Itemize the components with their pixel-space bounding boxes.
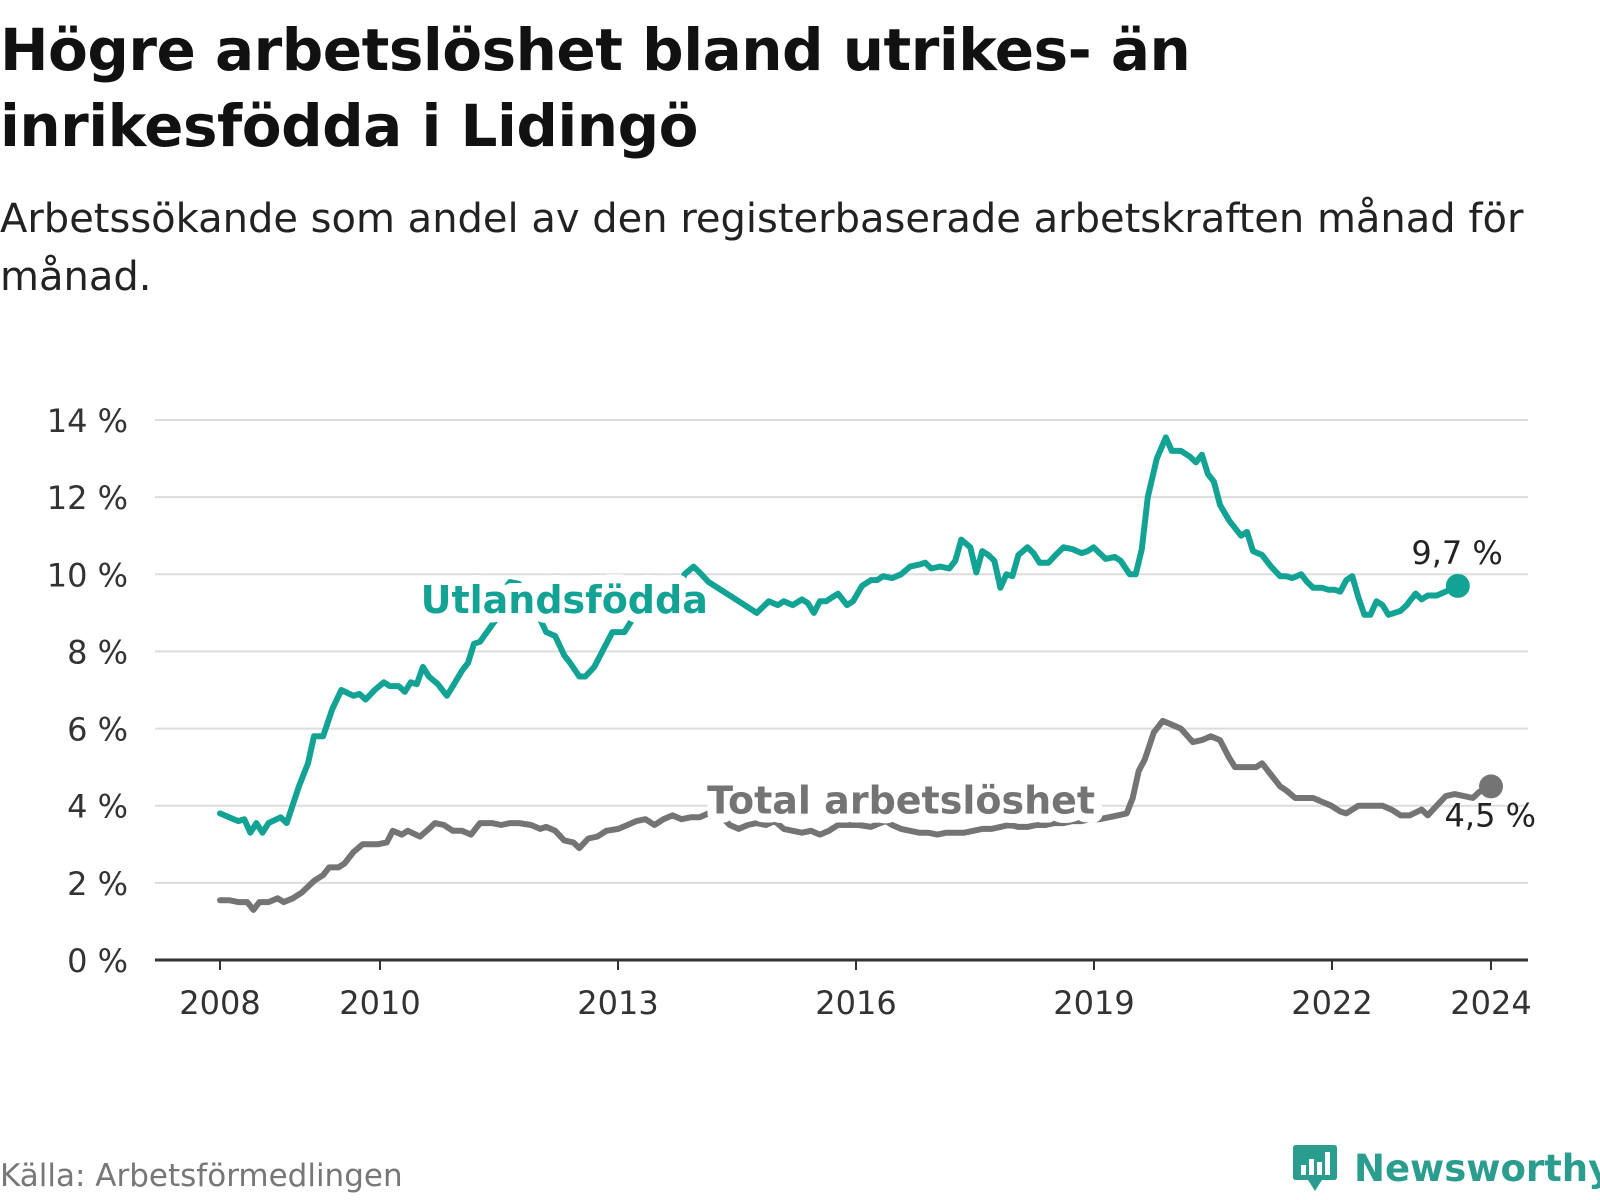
series-labels: 9,7 % 4,5 % Utlandsfödda Total arbetslöshet [412,534,1536,835]
x-tick-label: 2008 [179,984,260,1022]
chart-subtitle: Arbetssökande som andel av den registerb… [0,196,1524,300]
x-axis [155,958,1528,970]
y-tick-label: 14 % [47,402,128,440]
brand-name: Newsworthy [1354,1146,1600,1190]
y-tick-label: 10 % [47,556,128,594]
line-chart: 0 % 2 % 4 % 6 % 8 % 10 % 12 % 14 % 2008 2010 2013… [47,402,1536,1022]
bar-chart-icon [1293,1145,1337,1191]
y-tick-label: 6 % [67,711,128,749]
series-line-total [217,717,1494,913]
y-tick-label: 12 % [47,479,128,517]
x-tick-label: 2016 [815,984,896,1022]
y-tick-label: 4 % [67,788,128,826]
gridlines [155,419,1528,884]
newsworthy-logo[interactable]: Newsworthy [1292,1142,1600,1194]
end-value-label-utlandsfodda: 9,7 % [1411,534,1502,572]
end-point-utlandsfodda [1445,573,1470,598]
chart-title: Högre arbetslöshet bland utrikes- än inr… [0,16,1191,160]
x-axis-tick-labels: 2008 2010 2013 2016 2019 2022 2024 [179,984,1531,1022]
series-name-utlandsfodda: Utlandsfödda [421,578,708,622]
x-tick-label: 2013 [577,984,658,1022]
y-tick-label: 8 % [67,633,128,671]
series-name-total: Total arbetslöshet [707,778,1095,822]
source-note: Källa: Arbetsförmedlingen [0,1158,403,1194]
x-tick-label: 2019 [1053,984,1134,1022]
y-axis-tick-labels: 0 % 2 % 4 % 6 % 8 % 10 % 12 % 14 % [47,402,128,980]
y-tick-label: 0 % [67,942,128,980]
series-lines [217,434,1503,913]
series-line-utlandsfodda [217,434,1461,836]
y-tick-label: 2 % [67,865,128,903]
end-point-total [1479,774,1503,799]
end-value-label-total: 4,5 % [1445,796,1536,834]
x-tick-label: 2022 [1291,984,1372,1022]
x-tick-label: 2010 [339,984,420,1022]
x-tick-label: 2024 [1450,984,1531,1022]
